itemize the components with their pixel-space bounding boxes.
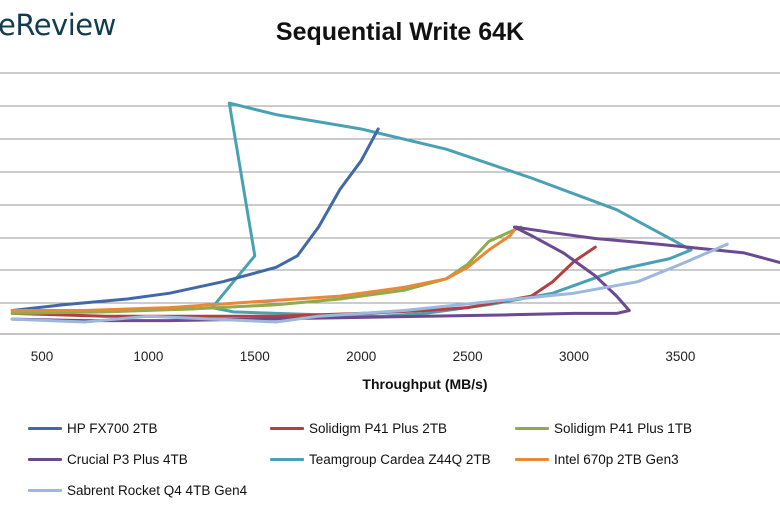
gridlines [0, 72, 780, 335]
x-tick-label: 3500 [665, 349, 695, 364]
x-tick-label: 3000 [559, 349, 589, 364]
x-axis-label: Throughput (MB/s) [362, 376, 487, 392]
chart-title: Sequential Write 64K [0, 18, 780, 47]
series-line-solidigm-p41-plus-1tb [10, 225, 523, 315]
series-line-teamgroup-cardea-z44q-2tb [210, 101, 693, 318]
series-line-intel-670p-2tb-gen3 [10, 225, 518, 312]
x-tick-label: 2500 [453, 349, 483, 364]
series-line-solidigm-p41-plus-2tb [10, 245, 597, 318]
series-line-hp-fx700-2tb [10, 127, 380, 312]
series-line-crucial-p3-plus-4tb [10, 225, 780, 323]
x-tick-label: 2000 [346, 349, 376, 364]
series-line-sabrent-rocket-q4-4tb-gen4 [10, 242, 729, 324]
x-tick-label: 1000 [133, 349, 163, 364]
x-tick-label: 500 [31, 349, 54, 364]
series-layer [10, 101, 780, 324]
x-tick-labels: 5001000150020002500300035004 [31, 349, 696, 364]
x-tick-label: 1500 [240, 349, 270, 364]
chart-title-text: Sequential Write 64K [275, 18, 525, 46]
brand-logo-text: eReview [0, 8, 116, 42]
